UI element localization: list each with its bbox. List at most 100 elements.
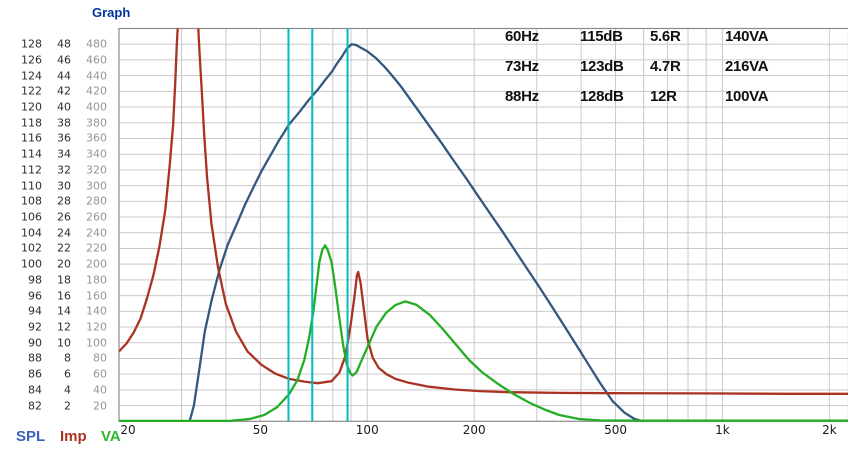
y-label-spl: 128 — [21, 37, 42, 51]
y-label-imp: 34 — [57, 147, 71, 161]
y-label-va: 460 — [86, 53, 107, 67]
y-label-imp: 2 — [64, 399, 71, 413]
y-label-imp: 22 — [57, 241, 71, 255]
readout-cell: 12R — [650, 88, 677, 105]
y-label-va: 120 — [86, 320, 107, 334]
y-label-imp: 48 — [57, 37, 71, 51]
x-tick-label: 50 — [252, 423, 268, 437]
y-label-spl: 106 — [21, 210, 42, 224]
y-label-va: 20 — [93, 399, 107, 413]
y-label-spl: 100 — [21, 257, 42, 271]
y-label-va: 100 — [86, 336, 107, 350]
y-label-va: 260 — [86, 210, 107, 224]
x-tick-label: 1k — [715, 423, 730, 437]
y-label-spl: 92 — [28, 320, 42, 334]
y-label-va: 240 — [86, 226, 107, 240]
spl-curve — [188, 43, 644, 423]
y-label-spl: 88 — [28, 351, 42, 365]
y-label-imp: 30 — [57, 179, 71, 193]
readout-cell: 4.7R — [650, 58, 681, 75]
y-label-imp: 6 — [64, 367, 71, 381]
y-label-spl: 116 — [21, 131, 42, 145]
readout-cell: 100VA — [725, 88, 769, 105]
y-label-va: 220 — [86, 241, 107, 255]
y-label-imp: 20 — [57, 257, 71, 271]
plot-border — [118, 27, 848, 422]
y-label-spl: 118 — [21, 116, 42, 130]
y-label-spl: 120 — [21, 100, 42, 114]
y-label-spl: 96 — [28, 289, 42, 303]
y-label-spl: 122 — [21, 84, 42, 98]
y-label-spl: 86 — [28, 367, 42, 381]
y-label-imp: 16 — [57, 289, 71, 303]
y-label-imp: 32 — [57, 163, 71, 177]
y-label-imp: 40 — [57, 100, 71, 114]
x-tick-label: 200 — [462, 423, 486, 437]
y-label-spl: 112 — [21, 163, 42, 177]
y-label-imp: 24 — [57, 226, 71, 240]
readout-cell: 216VA — [725, 58, 769, 75]
y-label-va: 400 — [86, 100, 107, 114]
y-label-imp: 8 — [64, 351, 71, 365]
x-tick-label: 100 — [355, 423, 379, 437]
va-curve — [119, 244, 848, 423]
readout-cell: 128dB — [580, 88, 624, 105]
y-label-imp: 12 — [57, 320, 71, 334]
y-label-va: 140 — [86, 304, 107, 318]
y-label-va: 280 — [86, 194, 107, 208]
y-label-va: 480 — [86, 37, 107, 51]
y-label-spl: 82 — [28, 399, 42, 413]
legend-va: VA — [101, 428, 121, 445]
chart-title: Graph — [92, 5, 131, 20]
y-label-spl: 84 — [28, 383, 42, 397]
y-label-va: 440 — [86, 69, 107, 83]
y-label-va: 60 — [93, 367, 107, 381]
y-label-spl: 90 — [28, 336, 42, 350]
legend-imp: Imp — [60, 428, 87, 445]
y-label-spl: 126 — [21, 53, 42, 67]
x-tick-label: 20 — [120, 423, 136, 437]
legend-spl: SPL — [16, 428, 46, 445]
y-label-imp: 26 — [57, 210, 71, 224]
y-label-imp: 14 — [57, 304, 71, 318]
y-label-imp: 10 — [57, 336, 71, 350]
x-tick-label: 500 — [604, 423, 627, 437]
y-label-va: 40 — [93, 383, 107, 397]
y-label-imp: 28 — [57, 194, 71, 208]
readout-cell: 123dB — [580, 58, 624, 75]
y-label-imp: 38 — [57, 116, 71, 130]
readout-cell: 115dB — [580, 28, 623, 45]
y-label-spl: 114 — [21, 147, 42, 161]
y-label-imp: 44 — [57, 69, 71, 83]
y-label-imp: 36 — [57, 131, 71, 145]
y-label-spl: 124 — [21, 69, 42, 83]
readout-cell: 88Hz — [505, 88, 539, 105]
y-label-va: 340 — [86, 147, 107, 161]
y-label-imp: 42 — [57, 84, 71, 98]
y-label-va: 160 — [86, 289, 107, 303]
y-label-spl: 98 — [28, 273, 42, 287]
y-label-va: 180 — [86, 273, 107, 287]
readout-cell: 5.6R — [650, 28, 681, 45]
y-label-spl: 94 — [28, 304, 42, 318]
y-label-va: 360 — [86, 131, 107, 145]
y-label-imp: 4 — [64, 383, 71, 397]
y-label-spl: 108 — [21, 194, 42, 208]
readout-cell: 140VA — [725, 28, 769, 45]
y-label-va: 320 — [86, 163, 107, 177]
y-label-imp: 46 — [57, 53, 71, 67]
y-label-spl: 102 — [21, 241, 42, 255]
y-label-va: 300 — [86, 179, 107, 193]
y-label-va: 200 — [86, 257, 107, 271]
y-label-spl: 104 — [21, 226, 42, 240]
x-tick-label: 2k — [822, 423, 837, 437]
y-label-va: 420 — [86, 84, 107, 98]
y-label-va: 380 — [86, 116, 107, 130]
y-label-spl: 110 — [21, 179, 42, 193]
y-label-imp: 18 — [57, 273, 71, 287]
readout-cell: 73Hz — [505, 58, 539, 75]
y-label-va: 80 — [93, 351, 107, 365]
imp-curve — [119, 28, 848, 395]
